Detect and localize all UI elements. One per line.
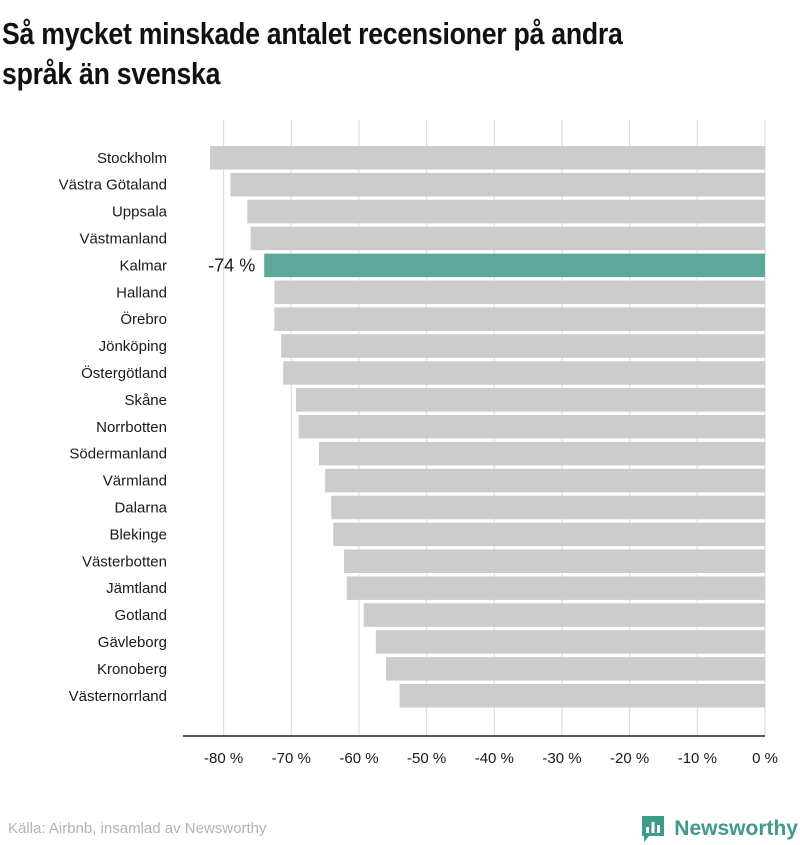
- bar: [386, 657, 765, 681]
- bar: [325, 468, 765, 493]
- bar: [298, 415, 765, 439]
- bar: [346, 576, 765, 600]
- bar: [281, 334, 765, 358]
- newsworthy-logo-icon: [642, 816, 665, 842]
- category-label: Stockholm: [97, 150, 167, 167]
- bar: [375, 630, 765, 654]
- bar: [331, 495, 765, 520]
- x-tick-label: -80 %: [204, 750, 243, 767]
- category-label: Värmland: [103, 473, 167, 490]
- category-label: Örebro: [120, 310, 167, 328]
- category-label: Jämtland: [106, 580, 167, 597]
- x-axis: -80 % -70 % -60 % -50 % -40 % -30 % -20 % -10 %…: [183, 735, 778, 767]
- category-label: Skåne: [124, 392, 167, 409]
- bar-chart: Stockholm Västra Götaland Uppsala Västmanla…: [59, 120, 778, 767]
- bar: [274, 280, 765, 304]
- x-tick-label: 0 %: [752, 750, 778, 767]
- category-label: Kronoberg: [97, 661, 167, 678]
- bar: [250, 226, 765, 251]
- category-label: Gotland: [114, 607, 167, 624]
- bar: [344, 549, 765, 573]
- category-label: Kalmar: [119, 257, 167, 274]
- bar: [274, 307, 765, 331]
- bar: [264, 253, 765, 278]
- brand-name: Newsworthy: [674, 817, 798, 840]
- category-label: Jönköping: [99, 338, 167, 355]
- category-label: Norrbotten: [96, 419, 167, 436]
- source-note: Källa: Airbnb, insamlad av Newsworthy: [8, 820, 267, 837]
- bar: [319, 441, 765, 466]
- bar: [399, 684, 765, 708]
- category-label: Blekinge: [109, 526, 167, 543]
- category-label: Södermanland: [69, 446, 167, 463]
- category-label: Västra Götaland: [59, 177, 167, 194]
- x-tick-label: -10 %: [678, 750, 717, 767]
- bar: [333, 522, 765, 547]
- x-tick-label: -60 %: [339, 750, 378, 767]
- category-label: Gävleborg: [98, 634, 167, 651]
- category-label: Västmanland: [79, 230, 167, 247]
- bar: [363, 603, 765, 627]
- category-label: Dalarna: [114, 499, 167, 516]
- category-label: Halland: [116, 284, 167, 301]
- brand-logo[interactable]: Newsworthy: [640, 814, 798, 844]
- data-label: -74 %: [208, 255, 255, 275]
- category-label: Uppsala: [112, 204, 168, 221]
- x-tick-label: -50 %: [407, 750, 446, 767]
- category-label: Östergötland: [81, 364, 167, 382]
- chart-title: Så mycket minskade antalet recensioner p…: [2, 16, 623, 91]
- bar: [296, 388, 765, 412]
- bars: [210, 146, 766, 708]
- x-tick-label: -20 %: [610, 750, 649, 767]
- bar: [247, 199, 765, 224]
- category-label: Västernorrland: [69, 688, 167, 705]
- x-tick-label: -70 %: [272, 750, 311, 767]
- x-tick-label: -40 %: [475, 750, 514, 767]
- bar: [230, 172, 766, 197]
- category-labels: Stockholm Västra Götaland Uppsala Västmanla…: [59, 150, 256, 705]
- bar: [210, 146, 765, 170]
- x-tick-label: -30 %: [542, 750, 581, 767]
- category-label: Västerbotten: [82, 553, 167, 570]
- bar: [283, 361, 765, 385]
